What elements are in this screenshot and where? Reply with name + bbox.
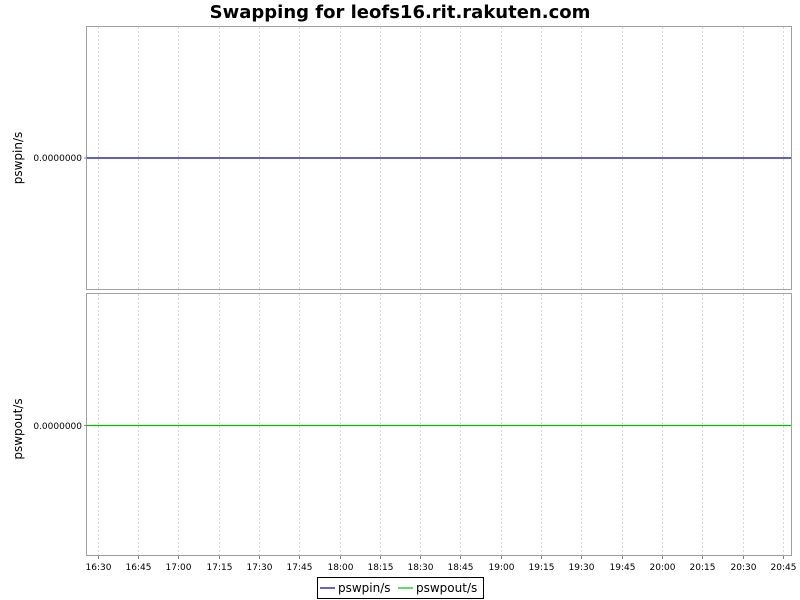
x-tick-label-1745: 17:45: [287, 563, 313, 573]
y-tick-label-pswpout: 0.0000000: [33, 422, 82, 432]
x-axis: 16:30 16:45 17:00 17:15 17:30 17:45 18:00 18:15…: [86, 556, 797, 573]
x-tick-label-1945: 19:45: [610, 563, 636, 573]
legend-label-pswpin: pswpin/s: [338, 581, 391, 595]
legend-label-pswpout: pswpout/s: [416, 581, 477, 595]
x-tick-label-1630: 16:30: [86, 563, 112, 573]
x-tick-label-1815: 18:15: [368, 563, 394, 573]
y-axis-label-pswpout: pswpout/s: [11, 398, 25, 459]
x-tick-label-1830: 18:30: [408, 563, 434, 573]
x-tick-label-2045: 20:45: [771, 563, 797, 573]
x-tick-label-1800: 18:00: [328, 563, 354, 573]
x-tick-label-1845: 18:45: [448, 563, 474, 573]
x-tick-label-1900: 19:00: [489, 563, 515, 573]
gridlines-pswpin: [84, 27, 784, 289]
panel-pswpin: 0.0000000 pswpin/s: [11, 26, 792, 290]
x-tick-label-1915: 19:15: [529, 563, 555, 573]
x-tick-label-1700: 17:00: [166, 563, 192, 573]
x-tick-label-1730: 17:30: [247, 563, 273, 573]
y-tick-label-pswpin: 0.0000000: [33, 154, 82, 164]
y-axis-label-pswpin: pswpin/s: [11, 132, 25, 185]
panel-pswpout: 0.0000000 pswpout/s: [11, 293, 792, 556]
x-tick-label-1930: 19:30: [569, 563, 595, 573]
x-tick-label-2030: 20:30: [731, 563, 757, 573]
chart-title: Swapping for leofs16.rit.rakuten.com: [210, 2, 591, 23]
x-tick-label-1715: 17:15: [207, 563, 233, 573]
x-tick-label-2000: 20:00: [650, 563, 676, 573]
plot-area-pswpout: [86, 293, 792, 556]
x-tick-label-1645: 16:45: [126, 563, 152, 573]
gridlines-pswpout: [84, 294, 784, 555]
x-tick-label-2015: 20:15: [690, 563, 716, 573]
legend: pswpin/s pswpout/s: [317, 577, 484, 599]
